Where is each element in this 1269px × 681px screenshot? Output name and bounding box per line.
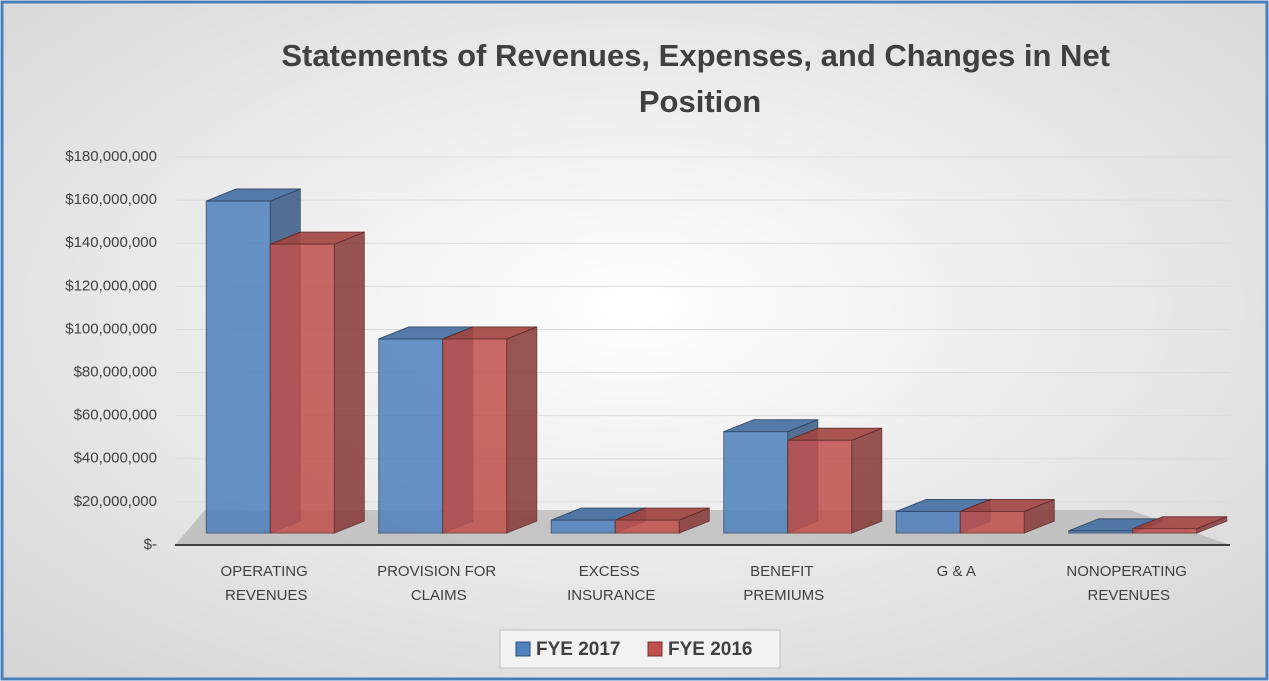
bar [1068, 530, 1134, 534]
bar [269, 243, 335, 534]
bar [959, 510, 1025, 534]
x-tick-label: EXCESS INSURANCE [567, 563, 655, 604]
y-tick-label: $180,000,000 [65, 148, 157, 165]
bar [895, 510, 961, 534]
bar [614, 519, 680, 534]
bar-side [506, 326, 538, 534]
bar [787, 439, 853, 534]
bar [1132, 528, 1198, 534]
x-tick-label: OPERATING REVENUES [221, 563, 312, 604]
legend-label: FYE 2016 [668, 639, 753, 660]
bar [205, 200, 271, 534]
bar [723, 431, 789, 534]
y-tick-label: $100,000,000 [65, 320, 157, 337]
x-tick-label: G & A [937, 563, 976, 580]
y-tick-label: $60,000,000 [74, 407, 157, 424]
y-tick-label: $160,000,000 [65, 191, 157, 208]
y-tick-label: $- [144, 536, 157, 553]
y-tick-label: $140,000,000 [65, 234, 157, 251]
legend-swatch [647, 641, 663, 657]
bar-side [851, 427, 883, 534]
x-tick-label: PROVISION FOR CLAIMS [377, 563, 500, 604]
y-tick-label: $120,000,000 [65, 277, 157, 294]
bar-side [333, 231, 365, 534]
chart-title: Statements of Revenues, Expenses, and Ch… [281, 38, 1118, 119]
y-tick-label: $80,000,000 [74, 364, 157, 381]
x-tick-label: NONOPERATING REVENUES [1066, 563, 1191, 604]
bar [442, 338, 508, 534]
y-tick-label: $40,000,000 [74, 450, 157, 467]
y-tick-label: $20,000,000 [74, 493, 157, 510]
x-tick-label: BENEFIT PREMIUMS [743, 563, 824, 604]
bar [378, 338, 444, 534]
bar [550, 519, 616, 534]
legend-swatch [515, 641, 531, 657]
legend-label: FYE 2017 [536, 639, 621, 660]
legend-box [499, 629, 781, 669]
